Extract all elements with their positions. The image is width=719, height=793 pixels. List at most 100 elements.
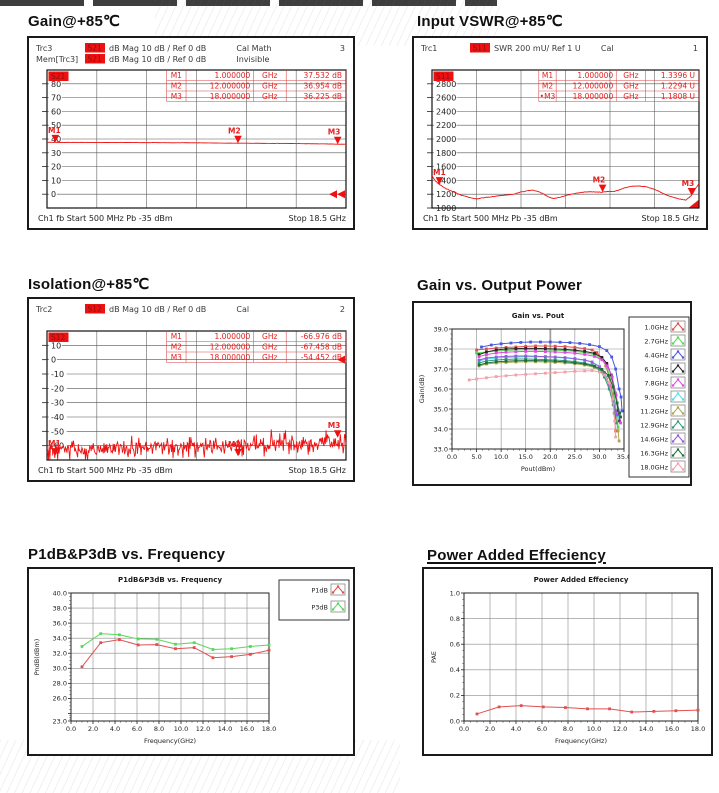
series-marker [573,348,577,352]
marker-value: 36.954 dB [303,82,342,91]
legend-swatch [670,334,686,347]
marker-unit: GHz [262,82,277,91]
window-number: 2 [340,305,345,314]
x-tick-label: 35.0 [617,453,631,461]
series-marker [615,413,619,417]
x-tick-label: 16.0 [665,725,679,733]
legend-glyph-marker [676,434,680,437]
series-marker [605,349,609,352]
series-marker [588,343,591,346]
legend-glyph-marker [341,608,345,611]
series-marker [573,351,577,355]
series-marker [267,643,271,647]
panel-vswr: Trc1 S11 SWR 200 mU/ Ref 1 U Cal 1 2800 2600 24… [412,36,708,230]
series-marker [619,395,623,399]
series-marker [539,340,542,344]
marker-triangle [234,135,242,144]
series-marker [600,370,604,373]
marker-name: M2 [171,343,182,352]
legend-swatch [670,460,686,473]
trace-cal: Cal [601,44,614,53]
series-marker [475,348,478,352]
series-marker [600,368,604,371]
series-marker [230,647,233,651]
plot-frame [463,592,699,722]
y-tick-label: -60 [51,442,64,451]
series-marker [99,632,103,636]
series-marker [553,371,557,374]
marker-label: M3 [328,128,341,137]
series-marker [563,370,567,374]
marker-triangle [234,448,242,457]
legend-glyph-marker [681,468,685,471]
sparam-chip-label: S12 [88,305,103,314]
marker-triangle [51,448,60,456]
marker-unit: GHz [262,353,277,362]
series-marker [568,341,572,344]
series-marker [619,421,622,425]
series-marker [174,642,177,646]
series-marker [485,347,488,351]
sparam-chip [470,43,490,53]
series-marker [573,370,577,373]
legend-glyph-marker [676,462,680,465]
series-marker [614,409,618,413]
y-tick-label: 60 [51,107,61,116]
y-tick-label: 28.0 [53,680,67,688]
x-tick-label: 12.0 [613,725,627,733]
y-tick-label: 36.0 [53,619,67,627]
series-marker [230,655,233,659]
legend-swatch [670,362,686,375]
y-tick-label: 2200 [436,121,456,130]
series-marker [519,341,523,344]
legend-glyph-marker [681,412,685,415]
series-marker [590,360,594,364]
series-marker [605,362,609,365]
series-marker [136,637,140,641]
marker-name: M1 [542,71,553,80]
legend-label: 4.4GHz [644,352,668,360]
series-marker [534,372,537,376]
sweep-stop: Stop 18.5 GHz [289,214,347,223]
y-tick-label: 35.0 [434,405,448,413]
series-marker [524,350,528,353]
series-marker [610,355,614,359]
chart-title: Gain vs. Pout [512,312,565,320]
series-marker [489,343,493,347]
series-marker [494,358,498,362]
series-marker [593,355,596,358]
legend-label: 12.9GHz [640,422,668,430]
marker-value: 1.3396 U [661,71,695,80]
series-marker [583,353,587,356]
marker-triangle [333,430,342,438]
section-title-pae: Power Added Effeciency [427,547,606,564]
header-strip [0,0,497,6]
series-marker [80,665,84,669]
x-tick-label: 4.0 [511,725,521,733]
series-marker [543,350,547,353]
y-tick-label: 38.0 [53,604,67,612]
series-marker [602,375,606,379]
y-tick-label: 23.0 [53,717,67,725]
series-marker [652,710,656,713]
y-axis-label: PAE [430,651,438,663]
section-title-gain-pout: Gain vs. Output Power [417,277,583,294]
y-tick-label: 33.0 [434,445,448,453]
series-marker [467,378,471,382]
marker-label: M3 [328,421,341,430]
legend-label: 18.0GHz [640,464,668,472]
sparam-chip-label: S21 [88,55,103,64]
x-tick-label: 14.0 [218,725,232,733]
marker-triangle [435,177,444,185]
series-marker [598,345,601,348]
marker-value: -67.458 dB [301,343,342,352]
legend-glyph-marker [681,440,685,443]
sparam-chip-label: S21 [88,44,103,53]
series-marker [174,647,177,651]
legend-glyph-marker [671,328,675,331]
series-marker [534,357,537,361]
legend-label: 1.0GHz [644,324,668,332]
p1db_p3db-chart: P1dB&P3dB vs. Frequency 0.0 2.0 4.0 6.0 8.0 10… [33,576,350,745]
y-tick-label: 10 [51,176,61,185]
y-tick-label: 0.2 [450,692,460,700]
